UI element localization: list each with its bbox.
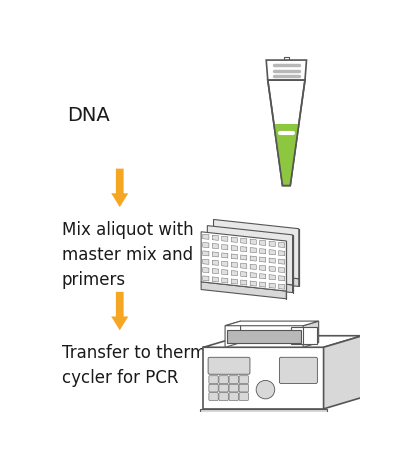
Polygon shape: [227, 331, 301, 344]
Polygon shape: [278, 251, 285, 257]
Polygon shape: [241, 272, 247, 277]
Polygon shape: [241, 247, 247, 252]
Polygon shape: [266, 61, 306, 81]
Polygon shape: [269, 275, 275, 280]
Polygon shape: [241, 264, 247, 269]
Polygon shape: [274, 125, 299, 186]
Polygon shape: [250, 240, 256, 245]
Polygon shape: [212, 244, 218, 249]
FancyBboxPatch shape: [239, 376, 248, 384]
FancyBboxPatch shape: [279, 357, 317, 384]
Polygon shape: [222, 278, 228, 283]
FancyBboxPatch shape: [208, 357, 250, 375]
Polygon shape: [260, 241, 266, 246]
Polygon shape: [225, 321, 240, 348]
Text: Mix aliquot with
master mix and
primers: Mix aliquot with master mix and primers: [62, 221, 193, 288]
Polygon shape: [269, 283, 275, 288]
Polygon shape: [222, 270, 228, 275]
Polygon shape: [111, 169, 128, 208]
Polygon shape: [291, 327, 305, 344]
Polygon shape: [222, 245, 228, 250]
FancyBboxPatch shape: [209, 384, 218, 392]
Polygon shape: [231, 263, 237, 268]
Polygon shape: [250, 248, 256, 253]
Polygon shape: [204, 348, 324, 409]
Polygon shape: [214, 220, 299, 279]
Polygon shape: [203, 260, 209, 265]
Polygon shape: [303, 327, 317, 344]
Polygon shape: [250, 257, 256, 262]
Polygon shape: [200, 409, 328, 415]
Polygon shape: [231, 271, 237, 276]
Polygon shape: [207, 226, 292, 285]
FancyBboxPatch shape: [229, 393, 238, 400]
Polygon shape: [207, 276, 292, 293]
Polygon shape: [303, 321, 319, 348]
Polygon shape: [231, 279, 237, 284]
Text: Transfer to thermal
cycler for PCR: Transfer to thermal cycler for PCR: [62, 344, 221, 387]
Polygon shape: [212, 277, 218, 282]
Polygon shape: [260, 249, 266, 254]
Polygon shape: [212, 252, 218, 257]
Polygon shape: [225, 321, 319, 326]
Polygon shape: [222, 262, 228, 267]
Polygon shape: [203, 251, 209, 257]
Polygon shape: [203, 268, 209, 273]
Polygon shape: [278, 259, 285, 264]
Polygon shape: [278, 284, 285, 289]
Polygon shape: [260, 282, 266, 288]
Polygon shape: [269, 258, 275, 263]
Polygon shape: [269, 250, 275, 255]
Polygon shape: [260, 266, 266, 271]
Polygon shape: [250, 265, 256, 270]
Polygon shape: [212, 269, 218, 274]
Polygon shape: [201, 232, 286, 291]
Polygon shape: [204, 336, 362, 348]
Polygon shape: [111, 292, 128, 331]
FancyBboxPatch shape: [229, 384, 238, 392]
Polygon shape: [284, 58, 289, 61]
Polygon shape: [268, 81, 305, 186]
Polygon shape: [278, 243, 285, 248]
Polygon shape: [231, 238, 237, 243]
Polygon shape: [222, 253, 228, 258]
FancyBboxPatch shape: [229, 376, 238, 384]
Polygon shape: [324, 336, 362, 409]
Text: DNA: DNA: [67, 106, 110, 125]
Polygon shape: [250, 282, 256, 287]
Polygon shape: [250, 273, 256, 278]
Polygon shape: [231, 254, 237, 259]
Polygon shape: [214, 270, 299, 287]
FancyBboxPatch shape: [219, 393, 228, 400]
Polygon shape: [203, 243, 209, 248]
Polygon shape: [222, 237, 228, 242]
Polygon shape: [212, 261, 218, 266]
Polygon shape: [241, 256, 247, 261]
Polygon shape: [231, 246, 237, 251]
Polygon shape: [269, 242, 275, 247]
FancyBboxPatch shape: [219, 376, 228, 384]
Polygon shape: [203, 276, 209, 282]
FancyBboxPatch shape: [209, 393, 218, 400]
Polygon shape: [278, 276, 285, 281]
Polygon shape: [212, 236, 218, 241]
Polygon shape: [241, 239, 247, 244]
Polygon shape: [241, 281, 247, 286]
Polygon shape: [260, 257, 266, 263]
FancyBboxPatch shape: [219, 384, 228, 392]
Circle shape: [256, 381, 275, 399]
FancyBboxPatch shape: [239, 393, 248, 400]
Polygon shape: [201, 282, 286, 299]
Polygon shape: [278, 268, 285, 273]
FancyBboxPatch shape: [209, 376, 218, 384]
Polygon shape: [260, 274, 266, 279]
Polygon shape: [269, 267, 275, 272]
FancyBboxPatch shape: [239, 384, 248, 392]
Polygon shape: [203, 235, 209, 240]
